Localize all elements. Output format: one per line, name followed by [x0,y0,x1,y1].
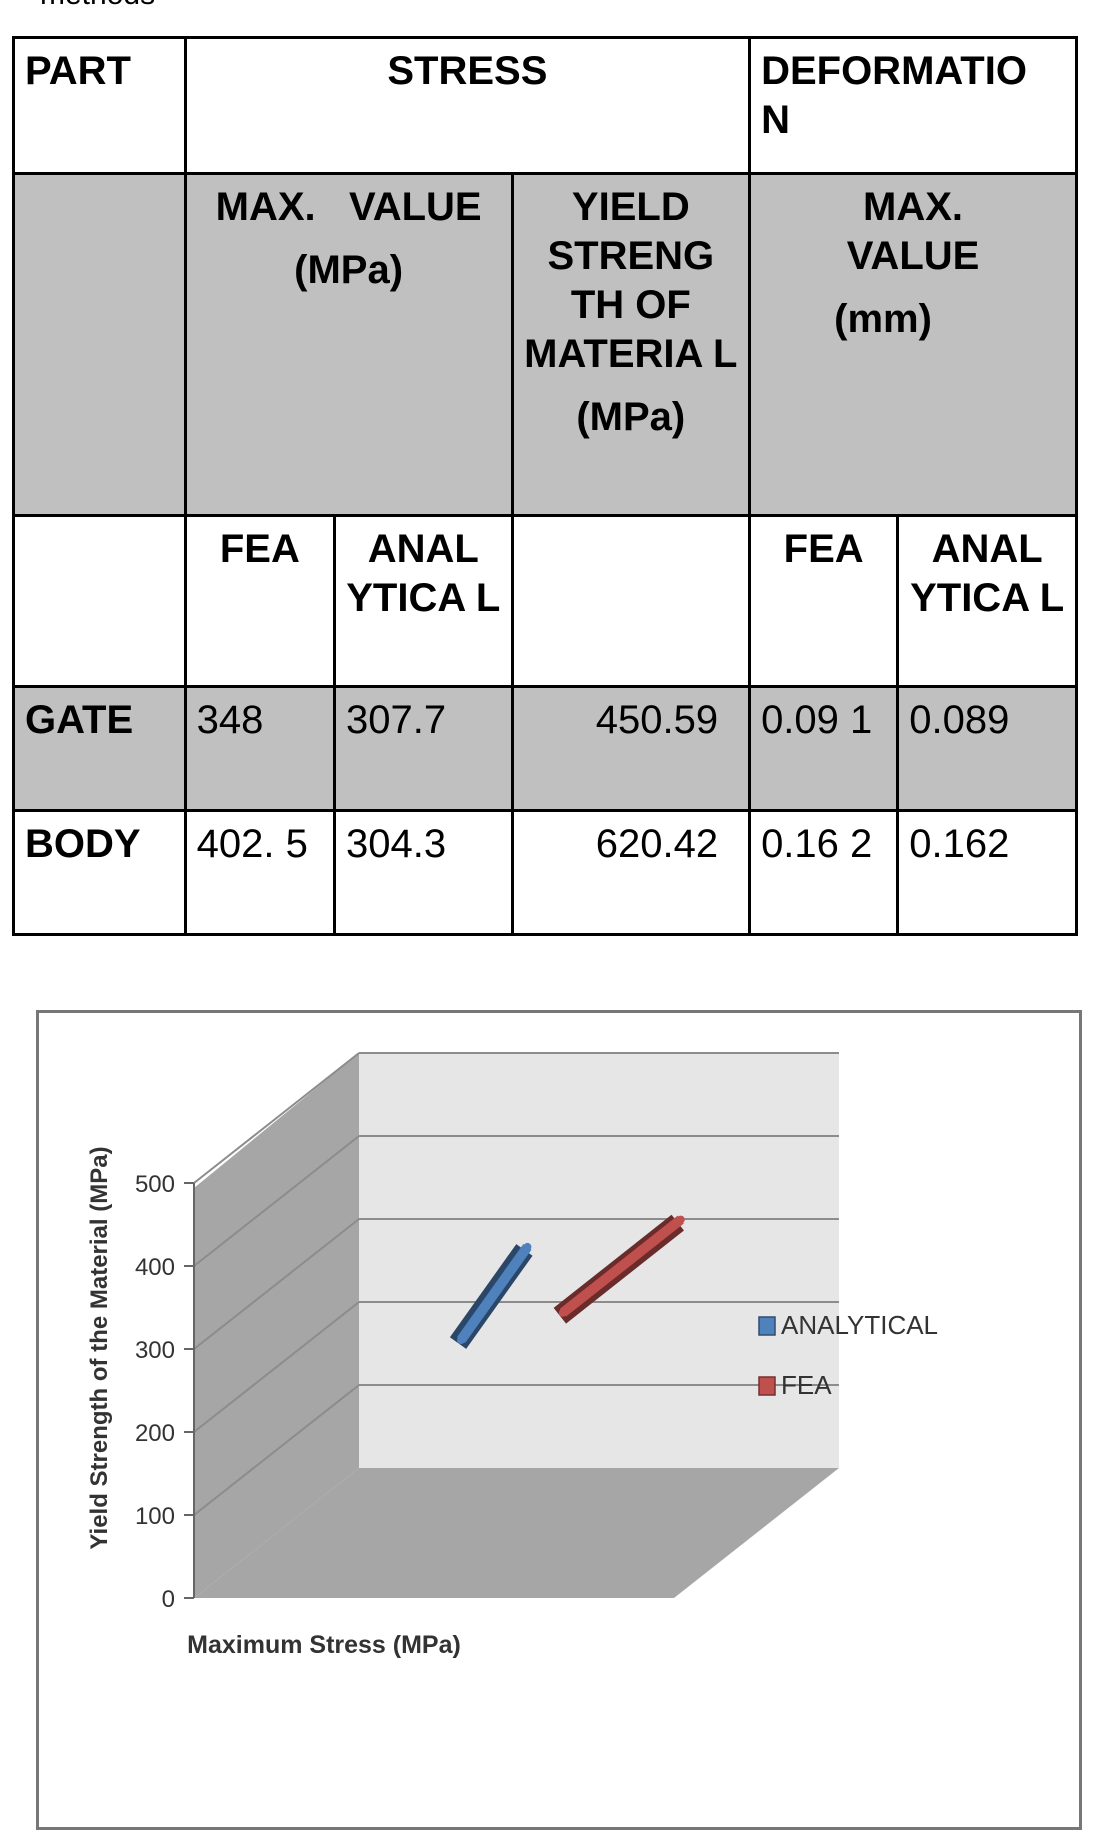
row-stress-fea: 402. 5 [183,808,337,937]
y-axis-ticks: 0 100 200 300 400 500 [135,1171,195,1613]
chart-back-wall [359,1053,839,1468]
chart-series [449,1214,685,1349]
grid-line-side [193,1384,360,1516]
table-row: BODY 402. 5 304.3 620.42 0.16 2 0.162 [12,808,1078,937]
row-stress-analytical: 307.7 [333,684,514,812]
table-header-row: PART STRESS DEFORMATIO N [12,35,1078,176]
method-stress-analytical: ANAL YTICA L [333,514,514,688]
max-stress-unit: (MPa) [294,248,404,293]
data-point [457,1336,466,1345]
subheader-deformation-max: MAX. VALUE (mm) [748,172,1078,518]
legend-label: FEA [781,1370,832,1400]
table-subheader-row: MAX. VALUE (MPa) YIELD STRENG TH OF MATE… [12,172,1078,518]
row-deformation-fea: 0.16 2 [748,808,900,937]
page-header-fragment: methods [40,0,155,12]
chart-floor [194,1468,839,1598]
grid-line-side [193,1218,360,1350]
y-tick-label: 0 [162,1586,175,1613]
row-stress-analytical: 304.3 [333,808,514,937]
data-point [558,1308,567,1317]
header-part: PART [12,35,187,176]
row-deformation-analytical: 0.162 [896,808,1078,937]
y-tick-label: 200 [135,1420,175,1447]
method-stress-fea: FEA [183,514,337,688]
header-deformation: DEFORMATIO N [748,35,1078,176]
y-tick-label: 500 [135,1171,175,1198]
table-row: GATE 348 307.7 450.59 0.09 1 0.089 [12,684,1078,812]
subheader-yield-strength: YIELD STRENG TH OF MATERIA L (MPa) [510,172,752,518]
x-axis-label: Maximum Stress (MPa) [187,1631,461,1659]
legend-label: ANALYTICAL [781,1310,938,1340]
deformation-unit: (mm) [834,297,932,342]
row-stress-fea: 348 [183,684,337,812]
method-deformation-analytical: ANAL YTICA L [896,514,1078,688]
y-axis-label: Yield Strength of the Material (MPa) [86,1146,113,1549]
chart-frame: 0 100 200 300 400 500 Yield Strength of the M… [36,1010,1082,1830]
results-table: PART STRESS DEFORMATIO N MAX. VALUE (MPa… [12,35,1078,937]
series-line-analytical [456,1243,532,1343]
method-yield-empty [510,514,752,688]
method-empty [12,514,187,688]
row-part: BODY [12,808,187,937]
y-tick-label: 400 [135,1254,175,1281]
y-tick-label: 100 [135,1503,175,1530]
line-chart-3d: 0 100 200 300 400 500 Yield Strength of the M… [86,1052,938,1659]
data-point [523,1242,532,1251]
data-point [676,1215,685,1224]
yield-strength-unit: (MPa) [576,394,686,439]
row-yield-strength: 620.42 [510,808,752,937]
legend-swatch [758,1376,776,1396]
method-deformation-fea: FEA [748,514,900,688]
grid-line-side [193,1052,360,1184]
grid-line-side [193,1135,360,1267]
row-deformation-analytical: 0.089 [896,684,1078,812]
legend-swatch [758,1316,776,1336]
subheader-max-stress: MAX. VALUE (MPa) [183,172,514,518]
header-stress: STRESS [183,35,752,176]
row-yield-strength: 450.59 [510,684,752,812]
row-deformation-fea: 0.09 1 [748,684,900,812]
chart-side-wall [194,1053,359,1598]
row-part: GATE [12,684,187,812]
max-stress-label: MAX. VALUE [215,185,482,230]
chart-legend: ANALYTICAL FEA [758,1310,938,1400]
table-method-row: FEA ANAL YTICA L FEA ANAL YTICA L [12,514,1078,688]
yield-strength-label: YIELD STRENG TH OF MATERIA L [524,185,738,376]
y-tick-label: 300 [135,1337,175,1364]
grid-line-side [193,1301,360,1433]
deformation-max-label: MAX. VALUE [846,185,980,279]
series-line-fea [559,1215,684,1317]
subheader-empty [12,172,187,518]
